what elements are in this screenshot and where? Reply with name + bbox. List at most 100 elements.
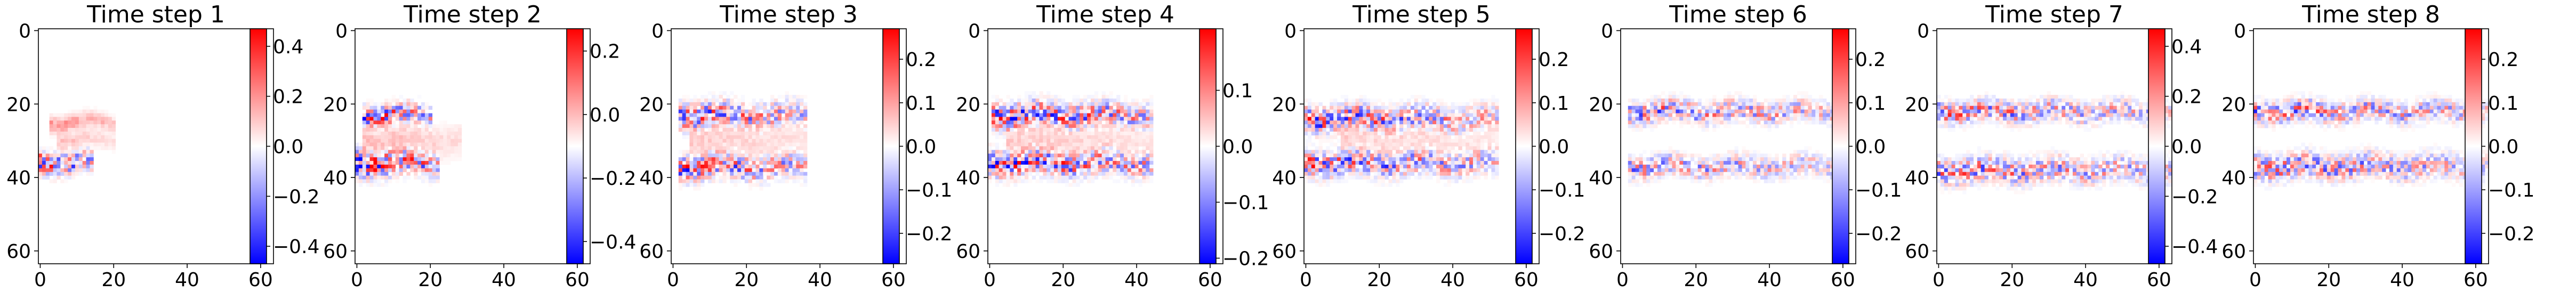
heatmap-cell (410, 120, 414, 125)
heatmap-cell (1046, 168, 1051, 173)
heatmap-cell (682, 113, 686, 117)
heatmap-cell (1392, 157, 1396, 161)
heatmap-cell (1351, 106, 1356, 110)
heatmap-cell (1146, 153, 1150, 158)
heatmap-cell (792, 95, 796, 99)
heatmap-cell (391, 172, 396, 176)
heatmap-cell (1326, 161, 1330, 165)
heatmap-cell (995, 106, 1000, 110)
heatmap-cell (38, 153, 43, 158)
heatmap-cell (2128, 95, 2132, 99)
heatmap-cell (424, 117, 429, 121)
heatmap-cell (788, 106, 793, 110)
heatmap-cell (1414, 161, 1419, 165)
heatmap-cell (1734, 157, 1738, 161)
heatmap-cell (788, 175, 793, 180)
heatmap-cell (53, 124, 57, 128)
heatmap-cell (1443, 175, 1448, 180)
heatmap-cell (1113, 117, 1117, 121)
heatmap-cell (1061, 142, 1066, 147)
colorbar-tick-label: −0.2 (1222, 248, 1269, 270)
heatmap-cell (722, 106, 727, 110)
heatmap-cell (707, 139, 712, 143)
heatmap-cell (1109, 139, 1113, 143)
heatmap-cell (1472, 153, 1477, 158)
heatmap-cell (68, 120, 72, 125)
heatmap-cell (1142, 164, 1146, 169)
heatmap-cell (1065, 131, 1069, 136)
heatmap-cell (1734, 168, 1738, 173)
heatmap-cell (1002, 117, 1007, 121)
heatmap-cell (686, 113, 690, 117)
heatmap-cell (774, 164, 778, 169)
heatmap-cell (49, 164, 53, 169)
heatmap-cell (1771, 106, 1775, 110)
heatmap-cell (399, 102, 403, 107)
heatmap-cell (1017, 95, 1021, 99)
heatmap-cell (1947, 98, 1952, 103)
heatmap-cell (90, 135, 94, 140)
heatmap-cell (2109, 98, 2114, 103)
heatmap-cell (767, 142, 771, 147)
heatmap-cell (1043, 157, 1047, 161)
heatmap-cell (1388, 102, 1392, 107)
heatmap-cell (1767, 175, 1772, 180)
heatmap-cell (1330, 128, 1334, 132)
heatmap-cell (1101, 175, 1106, 180)
heatmap-cell (1639, 168, 1643, 173)
heatmap-cell (1131, 102, 1136, 107)
heatmap-cell (421, 124, 425, 128)
heatmap-cell (1370, 157, 1374, 161)
heatmap-cell (1340, 117, 1345, 121)
heatmap-cell (1337, 106, 1341, 110)
heatmap-cell (68, 142, 72, 147)
heatmap-cell (800, 98, 804, 103)
heatmap-cell (1024, 109, 1029, 113)
heatmap-cell (1050, 95, 1054, 99)
heatmap-cell (1013, 102, 1018, 107)
heatmap-cell (1381, 175, 1385, 180)
heatmap-cell (2102, 98, 2106, 103)
heatmap-cell (701, 113, 705, 117)
heatmap-cell (1388, 131, 1392, 136)
heatmap-cell (1076, 139, 1080, 143)
heatmap-cell (1664, 120, 1669, 125)
heatmap-cell (1668, 161, 1672, 165)
heatmap-cell (995, 98, 1000, 103)
heatmap-cell (1131, 153, 1136, 158)
heatmap-cell (1812, 172, 1816, 176)
heatmap-cell (1307, 157, 1312, 161)
heatmap-cell (730, 120, 734, 125)
heatmap-cell (1068, 106, 1073, 110)
heatmap-cell (1370, 139, 1374, 143)
heatmap-cell (1432, 131, 1437, 136)
heatmap-cell (93, 146, 98, 150)
heatmap-cell (1370, 146, 1374, 150)
heatmap-cell (1373, 179, 1378, 183)
heatmap-cell (1046, 139, 1051, 143)
heatmap-cell (1105, 95, 1109, 99)
heatmap-cell (1384, 153, 1389, 158)
heatmap-cell (1098, 172, 1102, 176)
heatmap-cell (1054, 98, 1058, 103)
heatmap-cell (402, 124, 407, 128)
heatmap-cell (759, 106, 763, 110)
heatmap-cell (1138, 109, 1142, 113)
heatmap-cell (1330, 150, 1334, 154)
heatmap-cell (1654, 102, 1658, 107)
heatmap-cell (1786, 117, 1790, 121)
heatmap-cell (362, 175, 367, 180)
heatmap-cell (1782, 153, 1786, 158)
heatmap-cell (785, 128, 789, 132)
heatmap-cell (1495, 135, 1499, 140)
heatmap-cell (428, 183, 433, 187)
heatmap-cell (75, 146, 79, 150)
heatmap-cell (734, 161, 738, 165)
heatmap-cell (1392, 142, 1396, 147)
heatmap-cell (1403, 135, 1407, 140)
heatmap-cell (759, 102, 763, 107)
heatmap-cell (1639, 175, 1643, 180)
heatmap-cell (2062, 95, 2066, 99)
heatmap-cell (1080, 179, 1084, 183)
heatmap-cell (1373, 175, 1378, 180)
